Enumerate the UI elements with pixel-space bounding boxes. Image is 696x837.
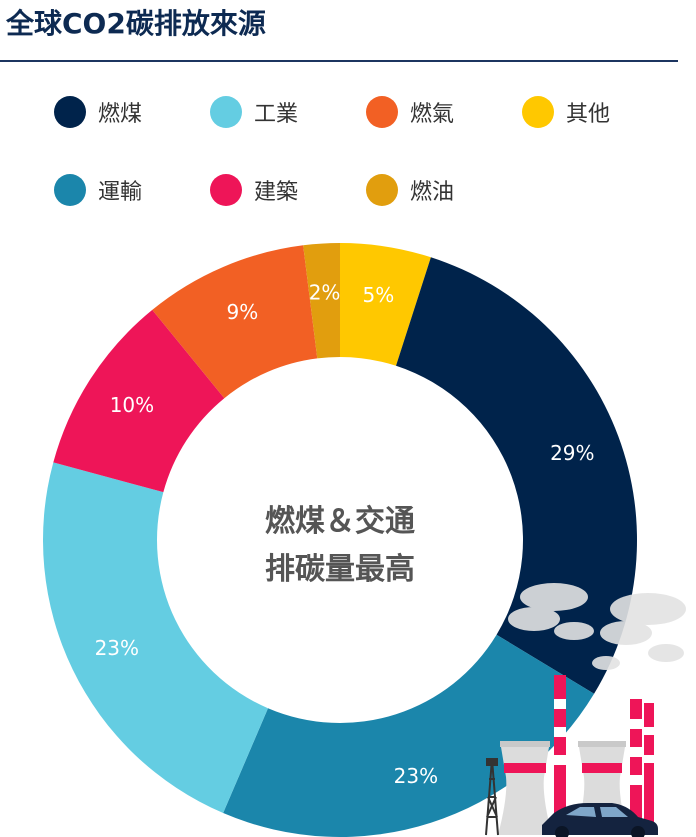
donut-slice (303, 243, 340, 359)
power-plant-illustration (485, 583, 686, 837)
legend-item: 燃煤 (54, 96, 142, 128)
legend-label: 燃氣 (410, 102, 455, 127)
donut-slice (152, 245, 318, 399)
legend-swatch (210, 96, 242, 128)
slice-label: 23% (394, 764, 438, 788)
slice-label: 10% (110, 393, 154, 417)
slice-label: 29% (550, 441, 594, 465)
legend-item: 燃油 (366, 174, 454, 206)
legend-item: 燃氣 (366, 96, 454, 128)
title-divider (0, 60, 678, 62)
slice-label: 2% (309, 280, 341, 304)
center-text-line1: 燃煤＆交通 (265, 504, 415, 539)
legend-swatch (366, 96, 398, 128)
donut-slice (340, 243, 431, 366)
legend-label: 工業 (254, 102, 299, 127)
legend-label: 其他 (566, 102, 611, 127)
slice-label: 9% (227, 300, 259, 324)
chart-title: 全球CO2碳排放來源 (6, 7, 266, 40)
legend-swatch (54, 96, 86, 128)
legend-item: 工業 (210, 96, 298, 128)
car-icon (542, 803, 658, 837)
transmission-tower-icon (485, 758, 499, 836)
donut-slice (53, 309, 225, 493)
center-text-line2: 排碳量最高 (265, 552, 415, 587)
slice-label: 23% (95, 636, 139, 660)
smoke-icon (508, 583, 686, 670)
legend-swatch (366, 174, 398, 206)
legend-swatch (210, 174, 242, 206)
donut-slice (223, 634, 595, 837)
chimney-icon (554, 675, 654, 835)
legend-label: 燃油 (410, 180, 455, 205)
legend-item: 建築 (210, 174, 298, 206)
legend-label: 運輸 (98, 180, 143, 205)
legend-swatch (522, 96, 554, 128)
legend-item: 其他 (522, 96, 610, 128)
legend-label: 建築 (254, 180, 299, 205)
legend-label: 燃煤 (98, 102, 143, 127)
legend-swatch (54, 174, 86, 206)
slice-label: 5% (363, 283, 395, 307)
legend-item: 運輸 (54, 174, 142, 206)
donut-slice (42, 462, 269, 814)
donut-slice (396, 257, 637, 694)
